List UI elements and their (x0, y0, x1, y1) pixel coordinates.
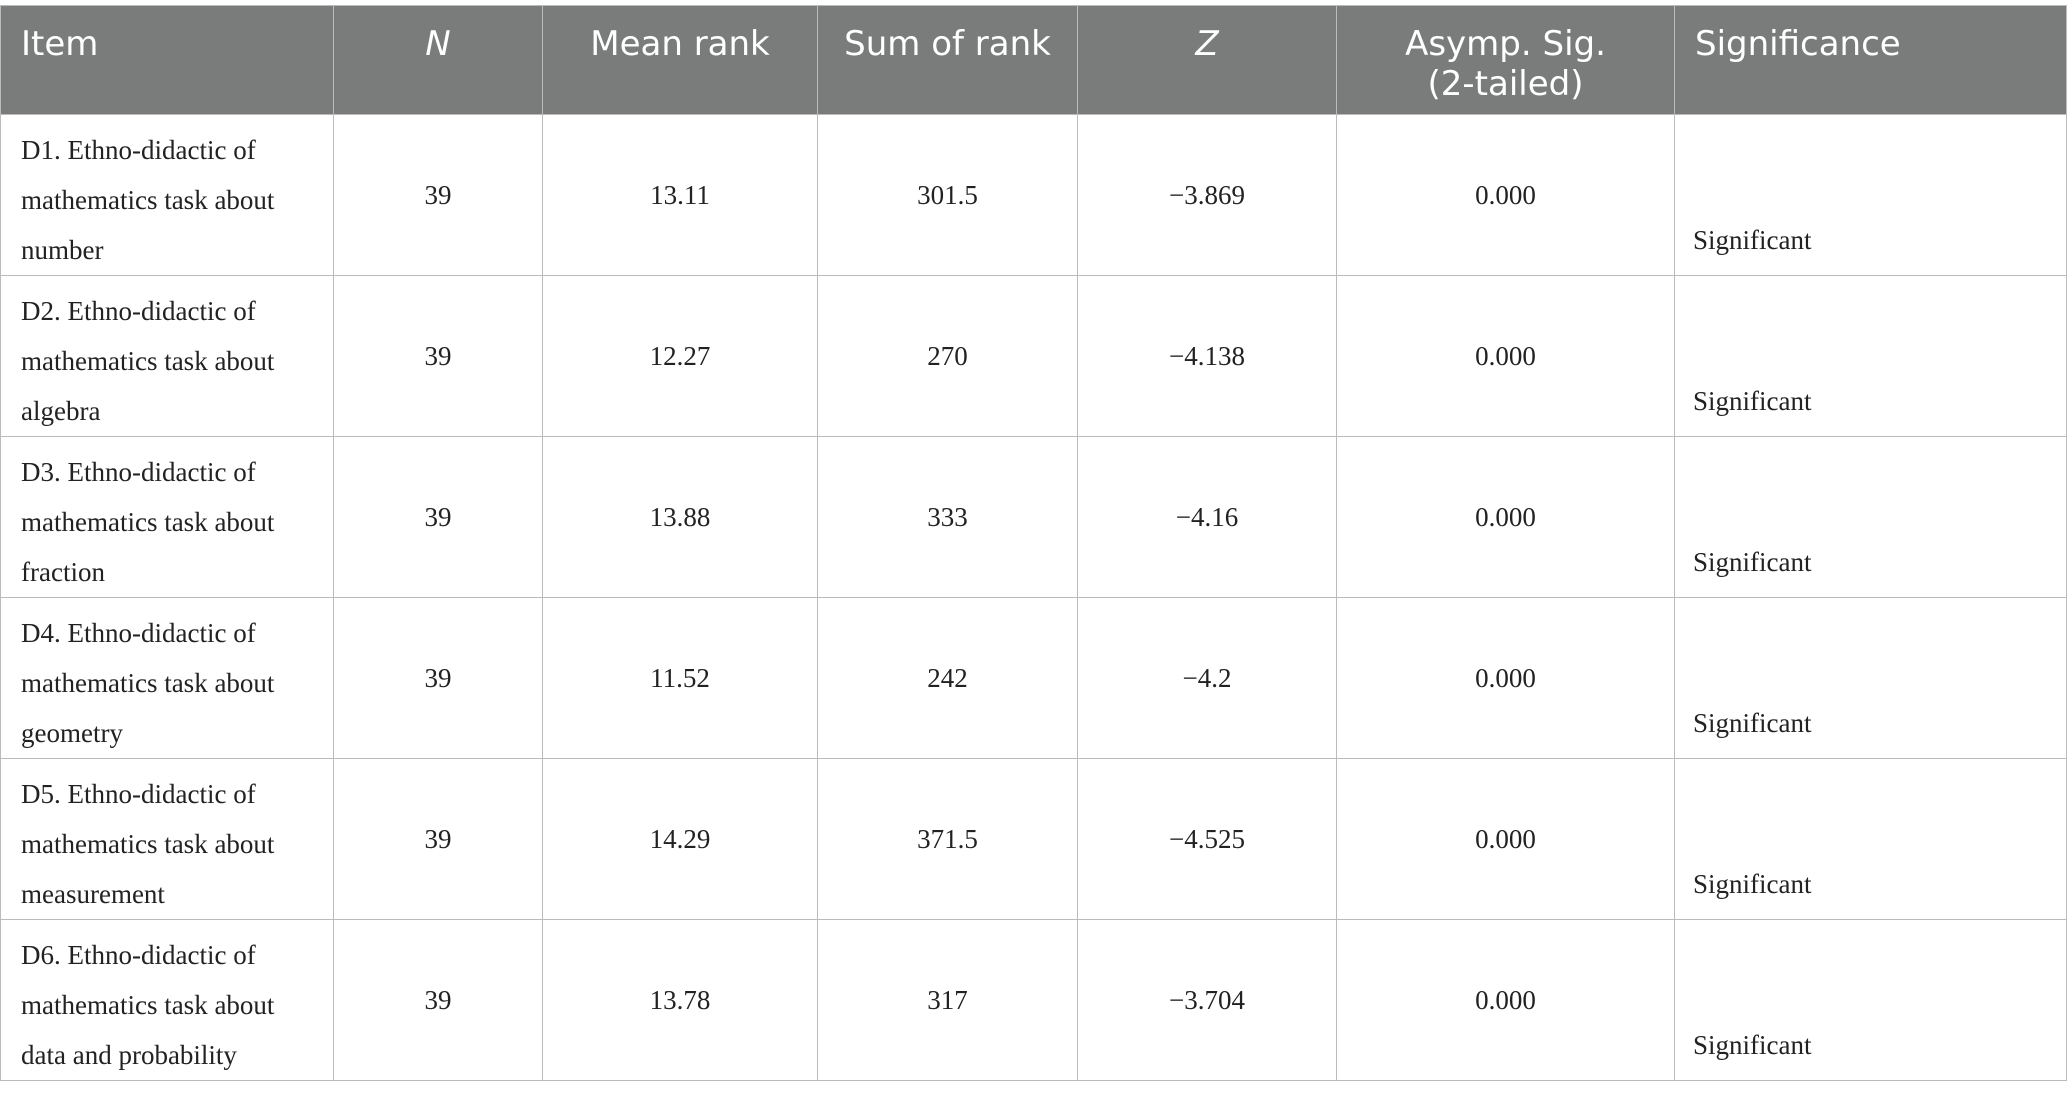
cell-item-line: mathematics task about (21, 668, 275, 698)
cell-z: −4.138 (1077, 275, 1337, 437)
cell-sum-of-rank: 317 (817, 919, 1078, 1081)
cell-n: 39 (333, 758, 543, 920)
cell-asymp-sig: 0.000 (1336, 114, 1675, 276)
cell-sum-of-rank: 242 (817, 597, 1078, 759)
header-mean-rank: Mean rank (542, 5, 818, 115)
cell-sum-of-rank: 301.5 (817, 114, 1078, 276)
table-body: D1. Ethno-didactic of mathematics task ab… (0, 114, 2067, 1081)
cell-item-line: D2. Ethno-didactic of (21, 296, 256, 326)
cell-n: 39 (333, 919, 543, 1081)
cell-z: −4.2 (1077, 597, 1337, 759)
cell-item-line: D1. Ethno-didactic of (21, 135, 256, 165)
cell-sum-of-rank: 270 (817, 275, 1078, 437)
table-row: D1. Ethno-didactic of mathematics task ab… (0, 114, 2067, 276)
cell-z: −4.525 (1077, 758, 1337, 920)
header-sum-of-rank: Sum of rank (817, 5, 1078, 115)
cell-asymp-sig: 0.000 (1336, 758, 1675, 920)
cell-significance: Significant (1674, 597, 2067, 759)
results-table-container: Item N Mean rank Sum of rank Z Asymp. Si… (0, 5, 2067, 1081)
cell-z: −3.869 (1077, 114, 1337, 276)
cell-item-line: mathematics task about (21, 829, 275, 859)
cell-asymp-sig: 0.000 (1336, 275, 1675, 437)
cell-item: D1. Ethno-didactic of mathematics task ab… (0, 114, 334, 276)
cell-asymp-sig: 0.000 (1336, 919, 1675, 1081)
wilcoxon-results-table: Item N Mean rank Sum of rank Z Asymp. Si… (0, 5, 2067, 1081)
cell-item-line: D3. Ethno-didactic of (21, 457, 256, 487)
header-item: Item (0, 5, 334, 115)
cell-significance: Significant (1674, 436, 2067, 598)
cell-item-line: D5. Ethno-didactic of (21, 779, 256, 809)
cell-item-line: mathematics task about (21, 346, 275, 376)
header-significance: Significance (1674, 5, 2067, 115)
cell-significance: Significant (1674, 758, 2067, 920)
cell-mean-rank: 11.52 (542, 597, 818, 759)
table-row: D6. Ethno-didactic of mathematics task ab… (0, 919, 2067, 1081)
cell-item-line: data and probability (21, 1040, 237, 1070)
header-n: N (333, 5, 543, 115)
cell-sum-of-rank: 333 (817, 436, 1078, 598)
cell-item: D4. Ethno-didactic of mathematics task ab… (0, 597, 334, 759)
header-z: Z (1077, 5, 1337, 115)
cell-item: D3. Ethno-didactic of mathematics task ab… (0, 436, 334, 598)
cell-item-line: mathematics task about (21, 507, 275, 537)
cell-item-line: D4. Ethno-didactic of (21, 618, 256, 648)
cell-mean-rank: 12.27 (542, 275, 818, 437)
cell-n: 39 (333, 114, 543, 276)
cell-z: −4.16 (1077, 436, 1337, 598)
cell-mean-rank: 13.78 (542, 919, 818, 1081)
cell-z: −3.704 (1077, 919, 1337, 1081)
cell-item-line: geometry (21, 718, 123, 748)
cell-asymp-sig: 0.000 (1336, 597, 1675, 759)
header-asymp-sig-line2: (2-tailed) (1427, 64, 1584, 104)
table-row: D5. Ethno-didactic of mathematics task ab… (0, 758, 2067, 920)
cell-asymp-sig: 0.000 (1336, 436, 1675, 598)
cell-item: D2. Ethno-didactic of mathematics task ab… (0, 275, 334, 437)
cell-item-line: mathematics task about (21, 990, 275, 1020)
table-header: Item N Mean rank Sum of rank Z Asymp. Si… (0, 5, 2067, 115)
cell-n: 39 (333, 436, 543, 598)
cell-item-line: algebra (21, 396, 101, 426)
cell-significance: Significant (1674, 919, 2067, 1081)
cell-n: 39 (333, 597, 543, 759)
header-row: Item N Mean rank Sum of rank Z Asymp. Si… (0, 5, 2067, 115)
cell-item-line: measurement (21, 879, 165, 909)
header-asymp-sig: Asymp. Sig. (2-tailed) (1336, 5, 1675, 115)
cell-significance: Significant (1674, 114, 2067, 276)
cell-item-line: number (21, 235, 104, 265)
header-asymp-sig-line1: Asymp. Sig. (1405, 24, 1606, 64)
cell-sum-of-rank: 371.5 (817, 758, 1078, 920)
cell-mean-rank: 14.29 (542, 758, 818, 920)
cell-mean-rank: 13.11 (542, 114, 818, 276)
cell-item-line: D6. Ethno-didactic of (21, 940, 256, 970)
table-row: D2. Ethno-didactic of mathematics task ab… (0, 275, 2067, 437)
cell-item: D6. Ethno-didactic of mathematics task ab… (0, 919, 334, 1081)
cell-mean-rank: 13.88 (542, 436, 818, 598)
cell-item-line: mathematics task about (21, 185, 275, 215)
cell-item: D5. Ethno-didactic of mathematics task ab… (0, 758, 334, 920)
cell-significance: Significant (1674, 275, 2067, 437)
cell-item-line: fraction (21, 557, 105, 587)
cell-n: 39 (333, 275, 543, 437)
table-row: D4. Ethno-didactic of mathematics task ab… (0, 597, 2067, 759)
table-row: D3. Ethno-didactic of mathematics task ab… (0, 436, 2067, 598)
